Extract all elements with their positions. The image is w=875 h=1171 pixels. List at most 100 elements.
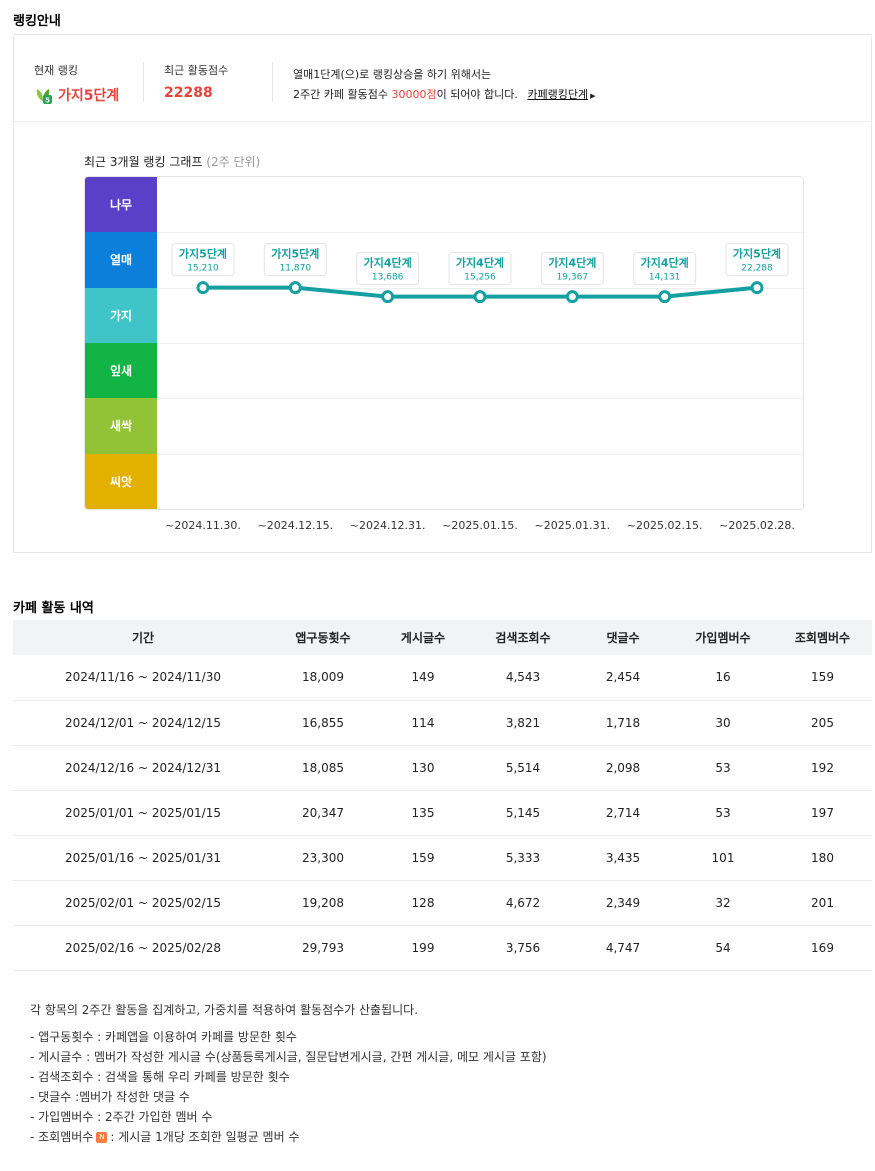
ranking-box: 현재 랭킹 5 가지5단계 최근 활동점수 22288 열매1단계(으)로 랭 <box>13 37 872 553</box>
table-cell: 30 <box>673 700 773 746</box>
description-item-text: : 게시글 1개당 조회한 일평균 멤버 수 <box>110 1130 300 1144</box>
summary-divider <box>272 62 273 102</box>
level-band: 나무 <box>85 177 157 233</box>
graph-title-sub: (2주 단위) <box>206 155 261 169</box>
table-row: 2025/01/16 ~ 2025/01/31 23,300 159 5,333 3,4… <box>13 835 872 881</box>
cafe-ranking-levels-link[interactable]: 카페랭킹단계 <box>527 88 589 101</box>
title-divider <box>13 34 872 35</box>
table-cell: 2024/12/16 ~ 2024/12/31 <box>13 745 273 791</box>
point-score-label: 15,210 <box>187 264 219 274</box>
grid-line <box>157 398 803 400</box>
description-item: - 조회멤버수 N: 게시글 1개당 조회한 일평균 멤버 수 <box>30 1127 547 1147</box>
x-tick-label: ~2025.02.28. <box>719 519 795 532</box>
column-header: 앱구동횟수 <box>273 620 373 655</box>
current-rank: 현재 랭킹 5 가지5단계 <box>34 62 119 105</box>
table-cell: 130 <box>373 745 473 791</box>
table-cell: 5,145 <box>473 790 573 836</box>
point-score-label: 19,367 <box>557 273 589 283</box>
activity-table: 기간 앱구동횟수 게시글수 검색조회수 댓글수 가입멤버수 조회멤버수 2024/11/16… <box>13 620 872 971</box>
point-grade-label: 가지5단계 <box>733 247 781 261</box>
recent-score-label: 최근 활동점수 <box>164 64 229 77</box>
table-cell: 5,514 <box>473 745 573 791</box>
grid-line <box>157 453 803 455</box>
notice-text: 이 되어야 합니다. <box>436 88 518 101</box>
table-cell: 23,300 <box>273 835 373 881</box>
ranking-summary: 현재 랭킹 5 가지5단계 최근 활동점수 22288 열매1단계(으)로 랭 <box>14 37 871 122</box>
point-score-label: 14,131 <box>649 273 681 283</box>
table-cell: 2025/02/01 ~ 2025/02/15 <box>13 880 273 926</box>
data-point[interactable] <box>381 290 395 304</box>
column-header: 댓글수 <box>573 620 673 655</box>
x-tick-label: ~2025.01.15. <box>442 519 518 532</box>
current-rank-label: 현재 랭킹 <box>34 64 78 77</box>
x-tick-label: ~2025.02.15. <box>626 519 703 532</box>
description-lead: 각 항목의 2주간 활동을 집계하고, 가중치를 적용하여 활동점수가 산출됩니… <box>30 1003 419 1017</box>
table-cell: 16,855 <box>273 700 373 746</box>
required-score: 30000점 <box>391 88 437 101</box>
table-cell: 2025/02/16 ~ 2025/02/28 <box>13 925 273 971</box>
table-cell: 4,747 <box>573 925 673 971</box>
description-list: - 앱구동횟수 : 카페앱을 이용하여 카페를 방문한 횟수 - 게시글수 : 멤… <box>30 1027 547 1127</box>
point-grade-label: 가지5단계 <box>179 247 227 261</box>
point-label-box <box>356 252 420 286</box>
table-cell: 201 <box>773 880 872 926</box>
table-cell: 20,347 <box>273 790 373 836</box>
level-band: 열매 <box>85 232 157 288</box>
table-row: 2025/02/16 ~ 2025/02/28 29,793 199 3,756 4,7… <box>13 925 872 971</box>
summary-divider <box>143 62 144 102</box>
data-point[interactable] <box>196 281 210 295</box>
grid-line <box>157 343 803 344</box>
table-cell: 18,009 <box>273 655 373 701</box>
ranking-graph: 나무 열매 가지 잎새 새싹 씨앗 가지5단계 15,210 가지5단계 11,870 가지4단계 1… <box>84 176 804 510</box>
new-badge-icon: N <box>96 1132 108 1143</box>
point-grade-label: 가지5단계 <box>271 247 319 261</box>
level-band: 새싹 <box>85 398 157 454</box>
notice-text: 2주간 카페 활동점수 <box>293 88 392 101</box>
table-cell: 2025/01/01 ~ 2025/01/15 <box>13 790 273 836</box>
description-item-text: - 조회멤버수 <box>30 1130 94 1144</box>
table-cell: 53 <box>673 745 773 791</box>
recent-score-value: 22288 <box>164 85 213 101</box>
data-point[interactable] <box>565 290 579 304</box>
x-tick-label: ~2024.12.31. <box>349 519 426 532</box>
table-cell: 159 <box>373 835 473 881</box>
data-point[interactable] <box>288 281 302 295</box>
level-band: 잎새 <box>85 343 157 399</box>
data-point[interactable] <box>750 281 764 295</box>
graph-title-text: 최근 3개월 랭킹 그래프 <box>84 155 203 169</box>
point-label-box <box>171 243 235 277</box>
point-label-box <box>633 252 697 286</box>
current-rank-value: 가지5단계 <box>58 88 120 104</box>
table-cell: 29,793 <box>273 925 373 971</box>
level-band: 가지 <box>85 287 157 343</box>
level-band: 씨앗 <box>85 453 157 509</box>
score-description: 각 항목의 2주간 활동을 집계하고, 가중치를 적용하여 활동점수가 산출됩니… <box>30 1000 547 1147</box>
ranking-line-plot: 가지5단계 15,210 가지5단계 11,870 가지4단계 13,686 가지4단계 15… <box>171 243 789 304</box>
point-grade-label: 가지4단계 <box>548 256 596 270</box>
table-cell: 53 <box>673 790 773 836</box>
table-cell: 54 <box>673 925 773 971</box>
point-label-box <box>448 252 512 286</box>
table-cell: 205 <box>773 700 872 746</box>
table-header-row: 기간 앱구동횟수 게시글수 검색조회수 댓글수 가입멤버수 조회멤버수 <box>13 620 872 655</box>
x-tick-label: ~2025.01.31. <box>534 519 611 532</box>
table-cell: 135 <box>373 790 473 836</box>
table-cell: 149 <box>373 655 473 701</box>
table-cell: 101 <box>673 835 773 881</box>
table-cell: 180 <box>773 835 872 881</box>
data-point[interactable] <box>473 290 487 304</box>
table-cell: 197 <box>773 790 872 836</box>
table-cell: 3,435 <box>573 835 673 881</box>
table-cell: 2,098 <box>573 745 673 791</box>
data-point[interactable] <box>658 290 672 304</box>
table-row: 2024/12/16 ~ 2024/12/31 18,085 130 5,514 2,0… <box>13 745 872 791</box>
table-cell: 5,333 <box>473 835 573 881</box>
svg-text:5: 5 <box>45 97 50 105</box>
description-item: - 댓글수 :멤버가 작성한 댓글 수 <box>30 1090 190 1104</box>
point-label-box <box>540 252 604 286</box>
caret-right-icon: ▶ <box>590 92 596 100</box>
point-score-label: 11,870 <box>280 264 312 274</box>
table-cell: 2,349 <box>573 880 673 926</box>
column-header: 검색조회수 <box>473 620 573 655</box>
table-row: 2025/01/01 ~ 2025/01/15 20,347 135 5,145 2,7… <box>13 790 872 836</box>
